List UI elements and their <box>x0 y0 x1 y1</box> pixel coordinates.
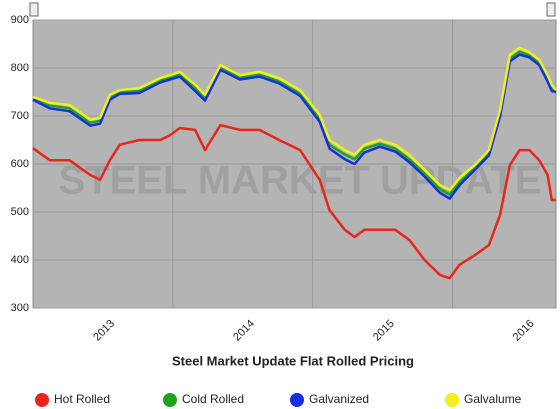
legend-marker <box>163 393 177 407</box>
y-tick-label: 900 <box>11 14 29 26</box>
series-line <box>32 123 556 280</box>
scroll-handle[interactable] <box>546 2 556 17</box>
legend-label: Cold Rolled <box>182 392 244 406</box>
series-line <box>32 46 557 192</box>
legend: Hot Rolled Cold Rolled Galvanized Galvalume <box>35 392 522 407</box>
x-tick-label: 2014 <box>231 318 257 344</box>
x-tick-label: 2015 <box>371 318 397 344</box>
y-tick-label: 600 <box>11 158 29 170</box>
y-tick-label: 700 <box>11 110 29 122</box>
legend-label: Galvalume <box>464 392 522 406</box>
x-tick-label: 2013 <box>91 318 117 344</box>
lines <box>32 46 557 280</box>
legend-marker <box>35 393 49 407</box>
chart-title: Steel Market Update Flat Rolled Pricing <box>172 353 414 368</box>
x-tick-label: 2016 <box>511 318 537 344</box>
watermark: STEEL MARKET UPDATE <box>59 159 542 203</box>
grid <box>33 19 556 309</box>
legend-label: Galvanized <box>309 392 369 406</box>
legend-marker <box>445 393 459 407</box>
y-tick-label: 300 <box>11 302 29 314</box>
y-tick-label: 800 <box>11 62 29 74</box>
y-tick-label: 500 <box>11 206 29 218</box>
legend-marker <box>290 393 304 407</box>
scroll-handle[interactable] <box>29 2 39 17</box>
legend-label: Hot Rolled <box>54 392 110 406</box>
y-tick-label: 400 <box>11 254 29 266</box>
